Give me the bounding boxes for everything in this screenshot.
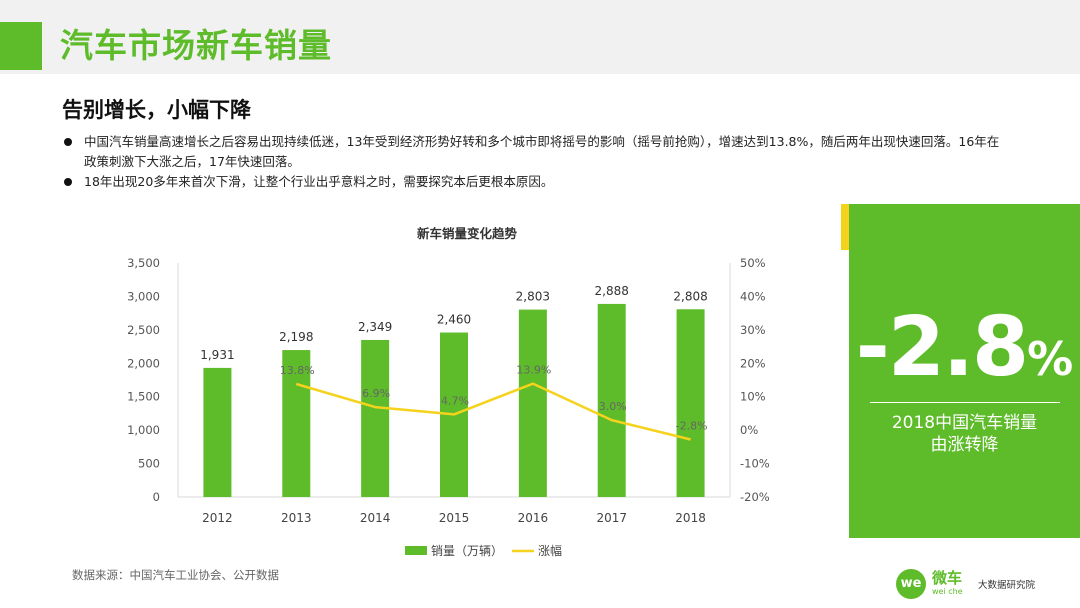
left-axis-tick-label: 2,500 [127,323,160,337]
right-axis-tick-label: 40% [740,289,766,303]
left-axis-tick-label: 0 [153,490,160,504]
bar-value-label: 2,888 [595,284,629,298]
logo-name: 微车 [932,569,963,587]
growth-rate-label: 3.0% [599,400,627,413]
x-axis-label: 2015 [439,511,470,525]
right-axis-tick-label: 50% [740,256,766,270]
bullet-item: 中国汽车销量高速增长之后容易出现持续低迷，13年受到经济形势好转和多个城市即将摇… [62,132,1002,172]
growth-rate-label: 6.9% [362,387,390,400]
bar-2012 [203,367,232,497]
highlight-divider [870,402,1060,403]
growth-rate-label: -2.8% [676,420,708,433]
bar-value-label: 2,460 [437,313,471,327]
right-axis-tick-label: -20% [740,490,770,504]
x-axis-label: 2017 [596,511,627,525]
bar-2017 [597,303,626,497]
chart-title: 新车销量变化趋势 [417,226,518,241]
growth-rate-label: 13.9% [516,364,551,377]
x-axis-label: 2018 [675,511,706,525]
x-axis-label: 2012 [202,511,233,525]
legend-swatch-sales [405,546,427,555]
right-axis-tick-label: 0% [740,423,758,437]
highlight-value: -2.8% [849,300,1080,407]
x-axis-label: 2016 [518,511,549,525]
bar-value-label: 1,931 [200,348,234,362]
header-bar [0,0,1080,74]
legend-label-sales: 销量（万辆） [431,544,503,558]
legend-label-growth: 涨幅 [538,543,562,558]
header-accent [0,22,42,70]
left-axis-tick-label: 3,500 [127,256,160,270]
x-axis-label: 2013 [281,511,312,525]
growth-rate-label: 4.7% [441,394,469,407]
logo-sub: wei che [932,587,963,596]
growth-rate-label: 13.8% [280,364,315,377]
x-axis-label: 2014 [360,511,391,525]
highlight-number: -2.8 [855,300,1029,395]
left-axis-tick-label: 3,000 [127,289,160,303]
left-axis-tick-label: 2,000 [127,356,160,370]
left-axis-tick-label: 1,500 [127,390,160,404]
right-axis-tick-label: 10% [740,390,766,404]
bar-2016 [518,309,547,497]
logo-tagline: 大数据研究院 [978,580,1036,591]
growth-rate-line [295,382,691,441]
right-axis-tick-label: -10% [740,457,770,471]
bar-value-label: 2,349 [358,320,392,334]
right-axis-tick-label: 20% [740,356,766,370]
bullet-item: 18年出现20多年来首次下滑，让整个行业出乎意料之时，需要探究本后更根本原因。 [62,172,1002,192]
highlight-panel [849,204,1080,538]
bar-2013 [282,350,311,497]
data-source: 数据来源：中国汽车工业协会、公开数据 [72,568,279,582]
bar-2018 [676,309,705,497]
section-subtitle: 告别增长，小幅下降 [62,98,251,122]
left-axis-tick-label: 500 [138,457,160,471]
highlight-accent [841,204,849,250]
brand-logo: we 微车 wei che 大数据研究院 [896,569,1076,599]
highlight-unit: % [1027,332,1074,386]
bar-value-label: 2,808 [673,289,707,303]
sales-chart: 新车销量变化趋势 0 500 1,000 1,500 2,000 2,500 3,000 3,… [127,226,770,558]
page-title: 汽车市场新车销量 [60,26,332,65]
logo-mark: we [896,569,926,599]
bar-value-label: 2,803 [516,290,550,304]
bar-value-label: 2,198 [279,330,313,344]
right-axis-tick-label: 30% [740,323,766,337]
bullet-list: 中国汽车销量高速增长之后容易出现持续低迷，13年受到经济形势好转和多个城市即将摇… [62,132,1002,192]
bar-2014 [361,339,390,497]
highlight-desc-line2: 由涨转降 [930,435,999,455]
highlight-desc-line1: 2018中国汽车销量 [891,413,1038,433]
left-axis-tick-label: 1,000 [127,423,160,437]
highlight-description: 2018中国汽车销量 由涨转降 [849,412,1080,456]
